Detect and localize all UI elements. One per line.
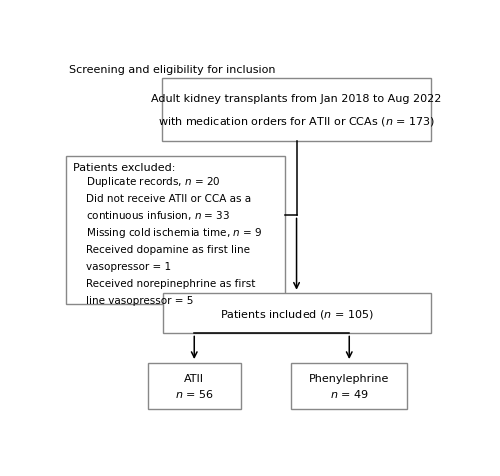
Text: Phenylephrine: Phenylephrine xyxy=(309,373,390,383)
Bar xyxy=(163,294,430,334)
Bar xyxy=(148,363,241,409)
Text: Received dopamine as first line: Received dopamine as first line xyxy=(72,244,250,254)
Text: $n$ = 49: $n$ = 49 xyxy=(330,387,368,400)
Bar xyxy=(162,79,432,142)
Text: with medication orders for ATII or CCAs ($n$ = 173): with medication orders for ATII or CCAs … xyxy=(158,114,435,128)
Bar xyxy=(66,157,285,305)
Text: vasopressor = 1: vasopressor = 1 xyxy=(72,261,170,271)
Text: Missing cold ischemia time, $n$ = 9: Missing cold ischemia time, $n$ = 9 xyxy=(72,225,262,239)
Text: Adult kidney transplants from Jan 2018 to Aug 2022: Adult kidney transplants from Jan 2018 t… xyxy=(152,94,442,104)
Text: Screening and eligibility for inclusion: Screening and eligibility for inclusion xyxy=(68,65,275,75)
Text: ATII: ATII xyxy=(184,373,204,383)
Bar xyxy=(291,363,408,409)
Text: Received norepinephrine as first: Received norepinephrine as first xyxy=(72,278,255,288)
Text: Patients included ($n$ = 105): Patients included ($n$ = 105) xyxy=(220,307,374,320)
Text: $n$ = 56: $n$ = 56 xyxy=(175,387,214,400)
Text: Duplicate records, $n$ = 20: Duplicate records, $n$ = 20 xyxy=(72,175,221,188)
Text: line vasopressor = 5: line vasopressor = 5 xyxy=(72,295,193,305)
Text: Patients excluded:: Patients excluded: xyxy=(72,163,175,173)
Text: Did not receive ATII or CCA as a: Did not receive ATII or CCA as a xyxy=(72,194,250,204)
Text: continuous infusion, $n$ = 33: continuous infusion, $n$ = 33 xyxy=(72,209,230,222)
